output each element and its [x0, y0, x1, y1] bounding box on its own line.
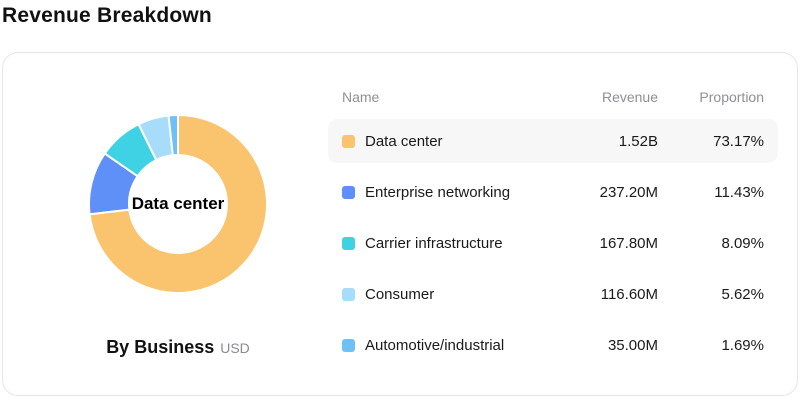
row-name: Data center [365, 132, 443, 150]
table-header-row: Name Revenue Proportion [328, 87, 778, 107]
table-row[interactable]: Carrier infrastructure 167.80M 8.09% [328, 221, 778, 265]
header-proportion: Proportion [699, 89, 764, 105]
series-color-swatch [342, 236, 355, 250]
series-color-swatch [342, 338, 355, 352]
row-revenue: 35.00M [607, 336, 658, 354]
donut-chart-svg [88, 113, 268, 294]
donut-segment-4[interactable] [167, 113, 179, 157]
table-row[interactable]: Data center 1.52B 73.17% [328, 119, 778, 163]
table-row[interactable]: Consumer 116.60M 5.62% [328, 272, 778, 316]
header-name: Name [342, 89, 380, 105]
page-title: Revenue Breakdown [2, 4, 212, 27]
row-proportion: 8.09% [721, 234, 764, 252]
table-body: Data center 1.52B 73.17% Enterprise netw… [328, 119, 778, 367]
row-name: Carrier infrastructure [365, 234, 503, 252]
donut-segment-0[interactable] [88, 113, 268, 294]
chart-caption-unit: USD [220, 340, 250, 356]
row-proportion: 1.69% [721, 336, 764, 354]
donut-chart-pane: Data center By Business USD [3, 53, 328, 395]
row-revenue: 167.80M [599, 234, 658, 252]
row-proportion: 5.62% [721, 285, 764, 303]
donut-chart[interactable]: Data center [83, 109, 273, 299]
series-color-swatch [342, 185, 355, 199]
chart-caption-title: By Business [106, 337, 215, 357]
row-name: Enterprise networking [365, 183, 511, 201]
row-proportion: 73.17% [713, 132, 764, 150]
row-revenue: 116.60M [600, 285, 658, 303]
series-color-swatch [342, 287, 355, 301]
row-proportion: 11.43% [714, 183, 764, 201]
table-row[interactable]: Enterprise networking 237.20M 11.43% [328, 170, 778, 214]
breakdown-table: Name Revenue Proportion Data center 1.52… [328, 53, 797, 395]
chart-caption: By Business USD [3, 337, 353, 358]
row-name: Automotive/industrial [365, 336, 505, 354]
header-revenue: Revenue [601, 89, 658, 105]
row-revenue: 237.20M [599, 183, 658, 201]
row-revenue: 1.52B [618, 132, 658, 150]
row-name: Consumer [365, 285, 435, 303]
series-color-swatch [342, 134, 355, 148]
table-row[interactable]: Automotive/industrial 35.00M 1.69% [328, 323, 778, 367]
revenue-breakdown-card: Data center By Business USD Name Revenue … [2, 52, 798, 396]
